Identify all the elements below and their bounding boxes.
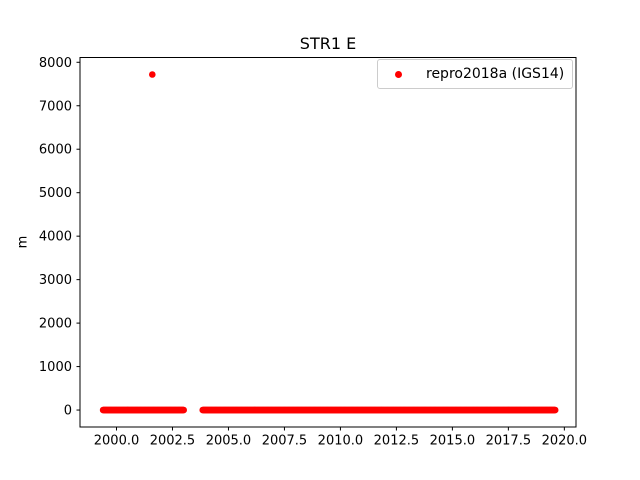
legend-marker-dot [395, 70, 402, 78]
x-tick-label: 2007.5 [262, 434, 308, 449]
chart-title: STR1 E [299, 34, 357, 53]
data-point-outlier [149, 71, 156, 78]
y-tick-label: 2000 [39, 317, 72, 332]
y-tick-label: 8000 [39, 56, 72, 71]
x-tick-label: 2010.0 [318, 434, 364, 449]
y-tick-label: 5000 [39, 186, 72, 201]
data-point [551, 406, 559, 414]
x-tick-label: 2020.0 [542, 434, 588, 449]
y-tick-label: 6000 [39, 143, 72, 158]
plot-border [79, 57, 577, 428]
x-tick-label: 2005.0 [206, 434, 252, 449]
x-tick-label: 2012.5 [374, 434, 420, 449]
legend: repro2018a (IGS14) [377, 59, 574, 89]
x-tick-label: 2017.5 [486, 434, 532, 449]
y-tick-label: 0 [64, 404, 72, 419]
data-point [180, 406, 187, 414]
y-tick-label: 1000 [39, 360, 72, 375]
x-tick-label: 2015.0 [430, 434, 476, 449]
y-tick-label: 7000 [39, 99, 72, 114]
legend-label: repro2018a (IGS14) [426, 66, 565, 82]
x-tick-label: 2000.0 [94, 434, 140, 449]
y-tick-label: 3000 [39, 273, 72, 288]
y-tick-label: 4000 [39, 230, 72, 245]
x-tick-label: 2002.5 [150, 434, 196, 449]
